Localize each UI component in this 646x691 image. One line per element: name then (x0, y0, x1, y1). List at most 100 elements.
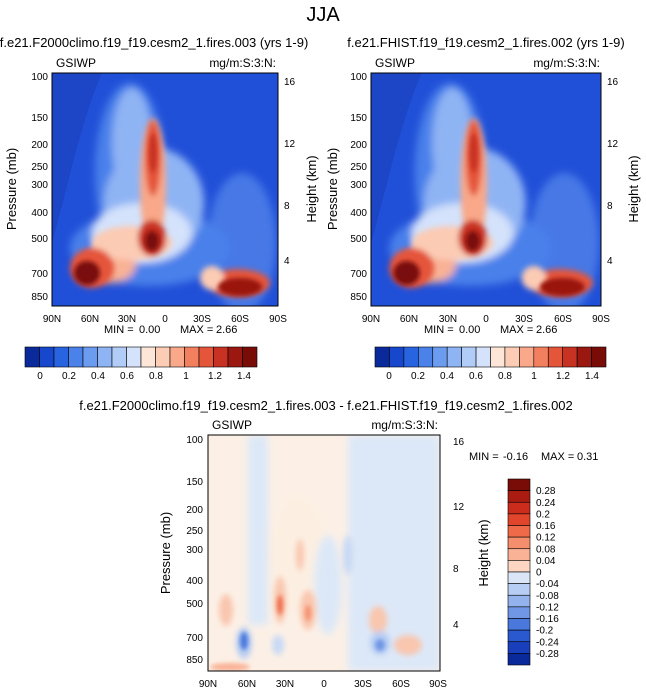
colorbar-box (198, 346, 214, 368)
panel-2-height-tick: 4 (607, 256, 613, 267)
colorbar-box (475, 346, 491, 368)
colorbar-label: 0.6 (120, 371, 134, 382)
panel-2-y-tick: 200 (350, 140, 367, 151)
min-value: -0.16 (503, 451, 528, 463)
panel-2-x-tick: 90S (592, 314, 610, 325)
panel-1-height-tick: 16 (284, 77, 296, 88)
colorbar-box (53, 346, 69, 368)
colorbar-label: 0.12 (536, 533, 556, 544)
colorbar-box (507, 513, 531, 526)
panel-2-x-tick: 60S (554, 314, 572, 325)
colorbar-label: 1 (531, 371, 537, 382)
colorbar-label: 0.8 (149, 371, 163, 382)
max-value: 0.31 (577, 451, 598, 463)
panel-2-colorbar-labels: 0 0.2 0.4 0.6 0.8 1 1.2 1.4 (386, 371, 599, 382)
colorbar-box (507, 606, 531, 619)
min-value: 0.00 (459, 324, 480, 336)
colorbar-box (82, 346, 98, 368)
colorbar-box (184, 346, 200, 368)
panel-1-y-tick: 700 (31, 269, 48, 280)
panel-2-y-tick: 400 (350, 208, 367, 219)
colorbar-label: -0.04 (536, 579, 559, 590)
colorbar-box (227, 346, 243, 368)
colorbar-box (374, 346, 390, 368)
min-label: MIN = (104, 324, 134, 336)
panel-3-y-tick: 700 (186, 633, 203, 644)
panel-3-y-axis-label-right: Height (km) (476, 519, 491, 586)
panel-2-height-tick: 8 (607, 201, 613, 212)
panel-3-y-tick: 300 (186, 545, 203, 556)
panel-3-plot-area (208, 435, 440, 671)
panel-3-x-tick: 60S (392, 679, 410, 690)
panel-1-right-label: mg/m:S:3:N: (209, 56, 276, 70)
min-label: MIN = (424, 324, 454, 336)
panel-3-y-tick: 850 (186, 655, 203, 666)
panel-2-x-tick: 30S (515, 314, 533, 325)
panel-2-y-tick: 300 (350, 180, 367, 191)
panel-3-x-tick: 30N (276, 679, 294, 690)
panel-2-field-contour (465, 231, 480, 251)
panel-3-left-label: GSIWP (212, 418, 252, 432)
panel-2: f.e21.FHIST.f19_f19.cesm2_1.fires.002 (y… (325, 35, 641, 382)
colorbar-label: 0 (37, 371, 43, 382)
panel-1-colorbar-labels: 0 0.2 0.4 0.6 0.8 1 1.2 1.4 (37, 371, 251, 382)
panel-3-minmax: MIN = -0.16 MAX = 0.31 (469, 451, 598, 463)
panel-3-y-tick: 150 (186, 477, 203, 488)
panel-3-y-axis-label: Pressure (mb) (158, 512, 173, 594)
panel-3: f.e21.F2000climo.f19_f19.cesm2_1.fires.0… (79, 398, 598, 690)
panel-1-field-contour (218, 278, 262, 296)
colorbar-box (24, 346, 40, 368)
colorbar-box (68, 346, 84, 368)
panel-3-x-tick: 0 (321, 679, 327, 690)
panel-2-y-ticks: 100 150 200 250 300 400 500 700 850 (350, 72, 367, 303)
panel-1: f.e21.F2000climo.f19_f19.cesm2_1.fires.0… (0, 35, 319, 382)
panel-1-y-tick: 100 (31, 72, 48, 83)
colorbar-box (519, 346, 535, 368)
panel-1-field-contour (74, 261, 100, 285)
panel-3-field-contour (314, 535, 342, 635)
colorbar-box (169, 346, 185, 368)
panel-3-field-contour (272, 635, 284, 655)
colorbar-box (507, 594, 531, 608)
panel-3-y-ticks-right: 16 12 8 4 (453, 437, 465, 631)
colorbar-label: -0.28 (536, 649, 559, 660)
panel-3-field-contour (305, 605, 311, 621)
max-value: 2.66 (216, 324, 237, 336)
panel-3-y-tick: 500 (186, 599, 203, 610)
colorbar-label: 0.08 (536, 544, 556, 555)
panel-3-field-contour (343, 535, 353, 575)
colorbar-label: 0.6 (469, 371, 483, 382)
panel-3-y-tick: 250 (186, 526, 203, 537)
panel-3-height-tick: 12 (453, 502, 465, 513)
colorbar-box (389, 346, 405, 368)
colorbar-box (461, 346, 477, 368)
colorbar-box (533, 346, 549, 368)
panel-2-colorbar (374, 346, 607, 368)
panel-2-left-label: GSIWP (375, 56, 415, 70)
panel-2-y-axis-label: Pressure (mb) (325, 148, 340, 230)
panel-3-y-tick: 200 (186, 505, 203, 516)
colorbar-box (507, 478, 531, 491)
panel-2-y-tick: 700 (350, 269, 367, 280)
colorbar-box (507, 560, 531, 573)
colorbar-label: -0.24 (536, 637, 559, 648)
colorbar-box (213, 346, 229, 368)
colorbar-label: -0.16 (536, 614, 559, 625)
panel-3-title: f.e21.F2000climo.f19_f19.cesm2_1.fires.0… (79, 398, 573, 413)
panel-2-field-contour (539, 278, 585, 296)
colorbar-box (507, 490, 531, 503)
panel-3-height-tick: 8 (453, 564, 459, 575)
colorbar-label: 1 (183, 371, 189, 382)
panel-3-field-contour (277, 595, 283, 615)
panel-3-field-contour (348, 435, 440, 671)
panel-2-field-contour (393, 261, 420, 285)
colorbar-box (507, 653, 531, 666)
colorbar-box (418, 346, 434, 368)
panel-3-x-tick: 90S (429, 679, 447, 690)
colorbar-label: 0.8 (498, 371, 512, 382)
panel-1-y-ticks: 100 150 200 250 300 400 500 700 850 (31, 72, 48, 303)
colorbar-label: 1.4 (585, 371, 599, 382)
panel-1-y-tick: 150 (31, 113, 48, 124)
panel-1-frame (51, 72, 279, 307)
